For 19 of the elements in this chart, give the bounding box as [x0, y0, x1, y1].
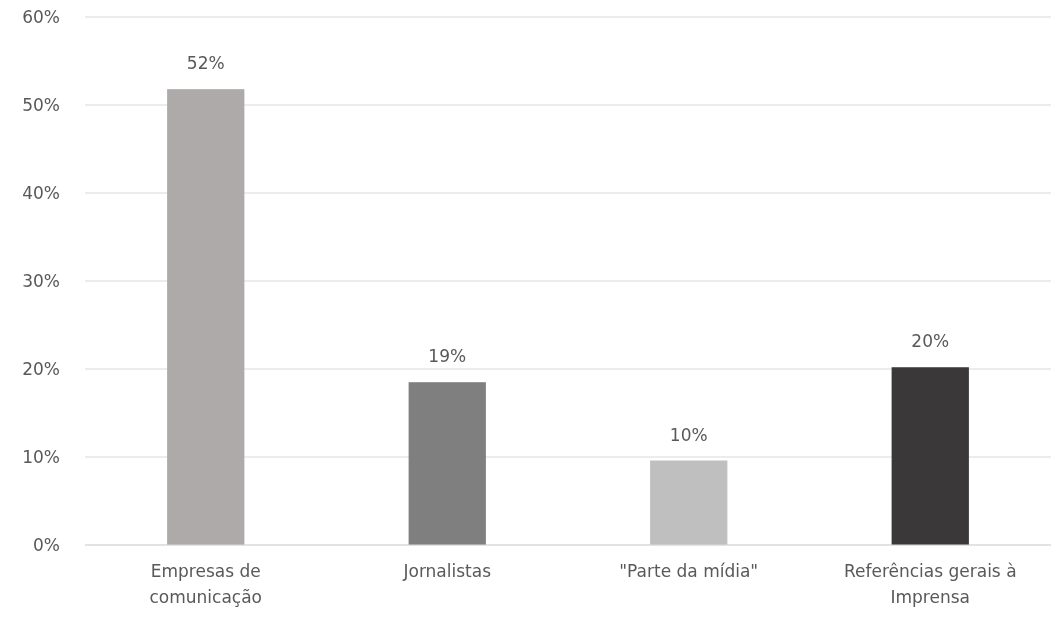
- bar: [891, 367, 969, 545]
- x-tick-label: Jornalistas: [402, 561, 492, 581]
- x-tick-label: "Parte da mídia": [619, 561, 759, 581]
- x-tick-label: Empresas de comunicação: [149, 561, 263, 607]
- bar: [167, 89, 245, 545]
- y-tick-label: 30%: [22, 270, 60, 291]
- data-label: 19%: [428, 346, 467, 367]
- y-tick-label: 40%: [22, 182, 60, 203]
- data-label: 20%: [911, 331, 950, 352]
- y-tick-label: 20%: [22, 358, 60, 379]
- bar: [650, 460, 728, 545]
- y-tick-label: 0%: [33, 534, 60, 555]
- y-tick-label: 50%: [22, 94, 60, 115]
- bar: [408, 382, 486, 545]
- data-label: 10%: [669, 424, 708, 445]
- data-label: 52%: [186, 53, 225, 74]
- x-tick-label: Referências gerais à Imprensa: [843, 561, 1017, 607]
- y-tick-label: 10%: [22, 446, 60, 467]
- y-tick-label: 60%: [22, 6, 60, 27]
